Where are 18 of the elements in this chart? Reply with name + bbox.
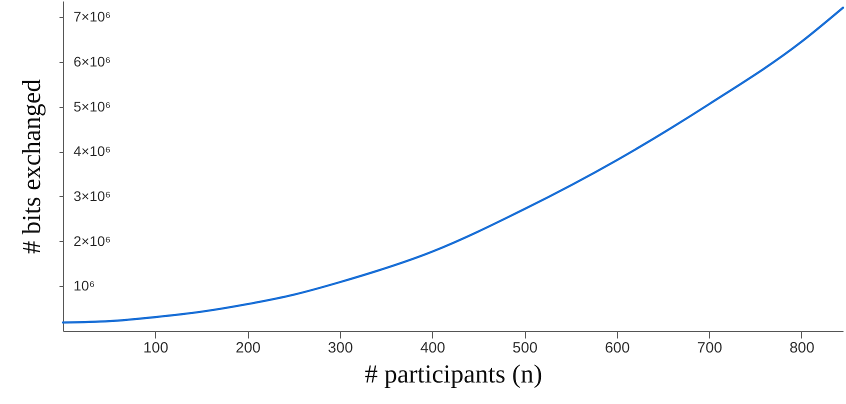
y-tick-label: 10⁶ <box>74 278 95 294</box>
y-tick-label: 7×10⁶ <box>74 8 111 25</box>
x-tick-label: 800 <box>789 340 814 356</box>
x-tick-label: 500 <box>512 340 538 356</box>
x-axis-title: # participants (n) <box>364 360 542 388</box>
y-tick-label: 5×10⁶ <box>74 98 111 114</box>
line-series <box>62 6 844 324</box>
y-tick-label: 6×10⁶ <box>74 53 111 70</box>
x-tick-label: 200 <box>236 340 261 356</box>
x-tick-label: 600 <box>604 340 630 356</box>
y-axis-title: # bits exchanged <box>17 79 46 254</box>
x-tick-label: 100 <box>143 340 168 356</box>
x-tick-label: 700 <box>697 340 722 356</box>
y-tick-label: 4×10⁶ <box>74 143 111 160</box>
x-tick-label: 400 <box>420 340 446 356</box>
x-tick-label: 300 <box>328 340 353 356</box>
y-tick-label: 2×10⁶ <box>74 232 111 249</box>
y-tick-label: 3×10⁶ <box>74 188 111 204</box>
